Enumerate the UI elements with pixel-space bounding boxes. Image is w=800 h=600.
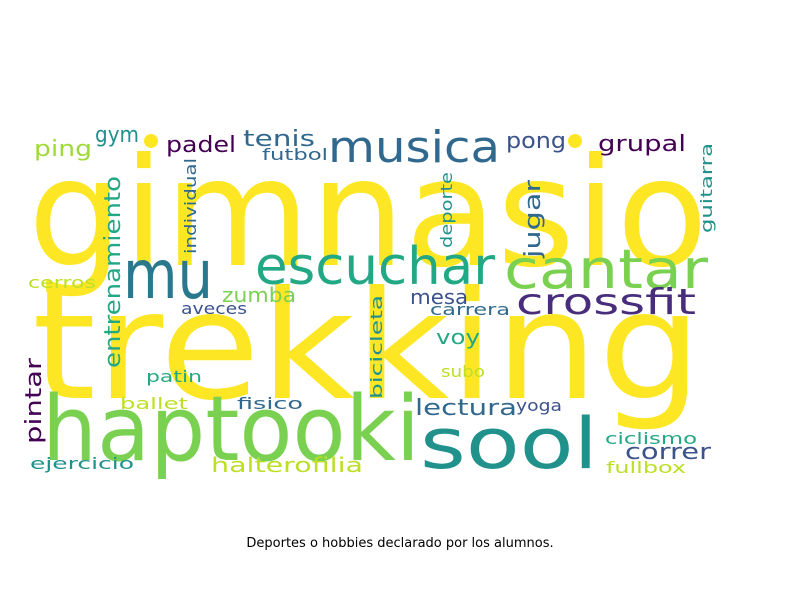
cloud-dots <box>144 134 582 148</box>
yellow-dot <box>568 134 582 148</box>
cloud-word-pong: pong <box>506 129 566 154</box>
cloud-word-pintar: pintar <box>22 357 47 444</box>
cloud-word-sool: sool <box>420 403 598 485</box>
cloud-word-guitarra: guitarra <box>697 143 716 233</box>
figure-caption: Deportes o hobbies declarado por los alu… <box>246 536 554 551</box>
cloud-word-deporte: deporte <box>437 172 456 248</box>
cloud-word-cerros: cerros <box>28 273 96 292</box>
cloud-word-mesa: mesa <box>410 285 468 309</box>
cloud-word-aveces: aveces <box>181 299 247 318</box>
cloud-word-crossfit: crossfit <box>516 282 696 323</box>
cloud-word-haptooki: haptooki <box>42 377 420 482</box>
cloud-word-escuchar: escuchar <box>255 237 496 297</box>
cloud-word-lectura: lectura <box>415 396 517 421</box>
cloud-word-patin: patin <box>146 367 202 386</box>
cloud-word-musica: musica <box>328 122 500 173</box>
cloud-word-ciclismo: ciclismo <box>605 429 697 448</box>
cloud-word-carrera: carrera <box>430 300 510 319</box>
cloud-word-gym: gym <box>95 123 139 148</box>
cloud-word-individual: individual <box>181 158 200 254</box>
cloud-word-ballet: ballet <box>120 394 188 413</box>
cloud-word-yoga: yoga <box>516 396 562 415</box>
cloud-word-voy: voy <box>436 325 480 349</box>
cloud-word-bicicleta: bicicleta <box>367 295 386 399</box>
cloud-word-jugar: jugar <box>521 179 546 260</box>
cloud-word-padel: padel <box>166 133 236 158</box>
cloud-word-mu: mu <box>123 236 213 315</box>
cloud-word-cantar: cantar <box>504 238 709 301</box>
cloud-word-subo: subo <box>441 362 485 381</box>
cloud-word-zumba: zumba <box>222 283 296 307</box>
cloud-word-grupal: grupal <box>598 132 686 157</box>
yellow-dot <box>144 134 158 148</box>
cloud-word-halterofilia: halterofilia <box>211 453 363 477</box>
cloud-word-futbol: futbol <box>262 145 328 164</box>
cloud-word-entrenamiento: entrenamiento <box>101 176 126 368</box>
cloud-word-correr: correr <box>625 440 712 465</box>
cloud-word-trekking: trekking <box>32 260 702 434</box>
cloud-word-gimnasio: gimnasio <box>28 127 708 301</box>
cloud-word-tenis: tenis <box>243 127 315 152</box>
cloud-word-fullbox: fullbox <box>606 458 686 477</box>
cloud-word-ejercicio: ejercicio <box>30 454 134 473</box>
cloud-word-fisico: fisico <box>237 394 303 413</box>
cloud-word-ping: ping <box>34 137 92 162</box>
